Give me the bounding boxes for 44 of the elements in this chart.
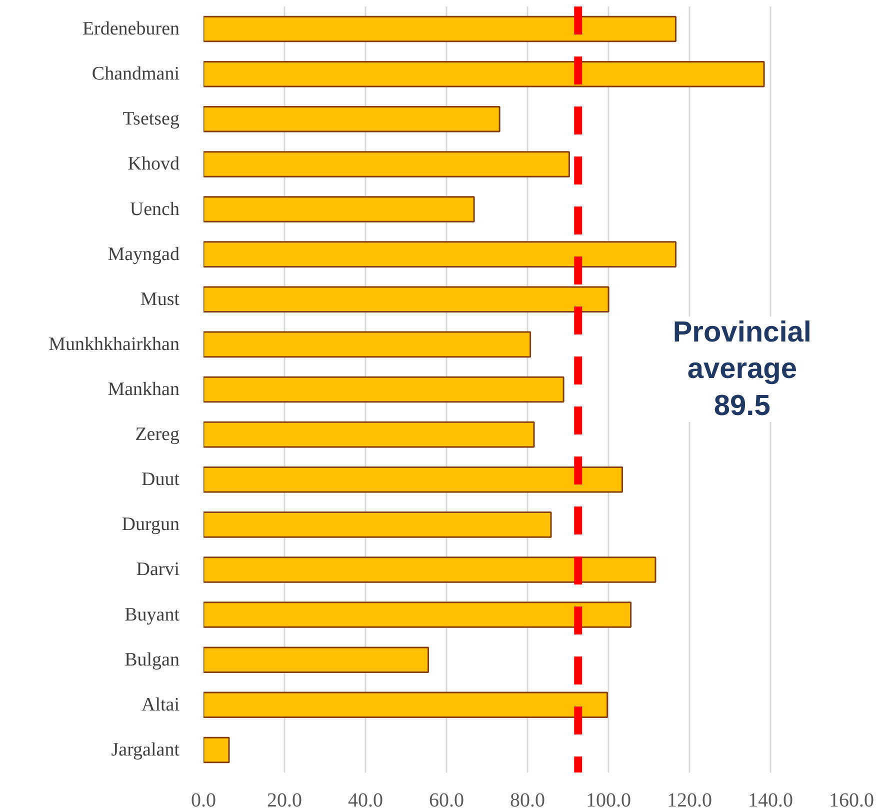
y-tick-label: Darvi: [136, 559, 180, 580]
bar: [204, 241, 676, 268]
bar: [204, 556, 656, 583]
x-tick-label: 140.0: [748, 790, 793, 812]
y-tick-label: Chandmani: [92, 64, 180, 85]
bar: [204, 602, 632, 628]
bar: [204, 331, 532, 358]
bar: [204, 60, 765, 88]
bar: [204, 376, 564, 403]
y-tick-label: Uench: [130, 198, 180, 220]
x-tick-label: 100.0: [586, 790, 631, 812]
x-tick-label: 60.0: [429, 790, 464, 812]
bar: [204, 692, 608, 718]
x-tick-label: 120.0: [667, 790, 712, 812]
bar: [204, 196, 475, 222]
bar: [204, 106, 500, 132]
y-tick-label: Erdeneburen: [82, 18, 180, 40]
bar: [204, 646, 430, 673]
bar: [204, 286, 610, 313]
bar: [204, 16, 676, 42]
y-tick-label: Jargalant: [111, 739, 180, 760]
y-tick-label: Munkhkhairkhan: [48, 334, 180, 355]
bar: [204, 736, 230, 764]
x-tick-label: 20.0: [267, 790, 302, 812]
x-tick-label: 40.0: [348, 790, 383, 812]
y-tick-label: Khovd: [128, 154, 180, 175]
annotation: Provincial average 89.5: [672, 316, 812, 422]
x-tick-label: 160.0: [829, 790, 874, 812]
y-tick-label: Altai: [142, 694, 180, 716]
bar: [204, 466, 624, 493]
y-tick-label: Must: [140, 288, 180, 310]
y-tick-label: Zereg: [135, 424, 180, 446]
x-tick-label: 0.0: [191, 790, 216, 812]
bar: [204, 421, 535, 448]
bar: [204, 512, 552, 538]
x-tick-label: 80.0: [510, 790, 545, 812]
bar: [204, 151, 570, 178]
y-tick-label: Mayngad: [108, 244, 180, 265]
y-tick-label: Bulgan: [124, 649, 180, 670]
y-tick-label: Buyant: [124, 604, 180, 626]
y-tick-label: Mankhan: [108, 379, 180, 400]
y-tick-label: Duut: [142, 469, 180, 490]
y-tick-label: Tsetseg: [122, 108, 180, 130]
y-tick-label: Durgun: [122, 514, 180, 536]
